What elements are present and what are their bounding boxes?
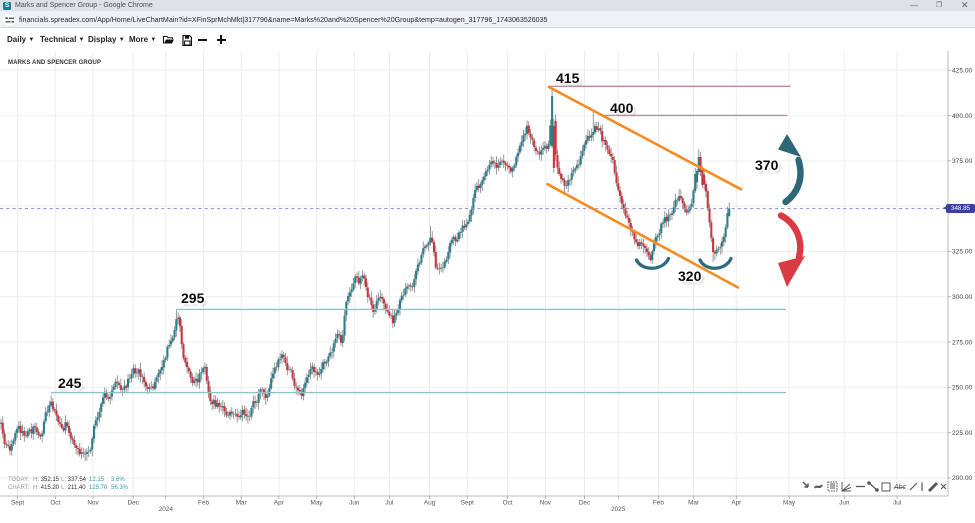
svg-text:2025: 2025 (611, 506, 626, 513)
svg-text:Sept: Sept (11, 500, 24, 507)
svg-text:Sept: Sept (461, 500, 474, 507)
svg-text:Mar: Mar (688, 500, 700, 507)
svg-text:400.00: 400.00 (952, 113, 973, 120)
svg-text:300.00: 300.00 (952, 294, 973, 301)
svg-text:225.00: 225.00 (952, 430, 973, 437)
svg-text:Jun: Jun (839, 500, 850, 507)
svg-text:Feb: Feb (198, 500, 209, 507)
svg-text:Jun: Jun (349, 500, 360, 507)
svg-text:Jul: Jul (893, 500, 901, 507)
svg-text:375.00: 375.00 (952, 158, 973, 165)
svg-text:Dec: Dec (579, 500, 591, 507)
svg-text:Apr: Apr (731, 500, 742, 507)
svg-text:2024: 2024 (159, 506, 174, 513)
svg-text:Feb: Feb (653, 500, 664, 507)
svg-text:325.00: 325.00 (952, 249, 973, 256)
svg-text:May: May (783, 500, 796, 507)
svg-text:Nov: Nov (87, 500, 99, 507)
svg-text:425.00: 425.00 (952, 68, 973, 75)
svg-text:Mar: Mar (236, 500, 248, 507)
svg-text:Aug: Aug (424, 500, 436, 507)
svg-text:275.00: 275.00 (952, 339, 973, 346)
svg-text:250.00: 250.00 (952, 385, 973, 392)
svg-text:Dec: Dec (128, 500, 140, 507)
svg-text:Jul: Jul (385, 500, 393, 507)
svg-text:Apr: Apr (274, 500, 285, 507)
svg-text:200.00: 200.00 (952, 475, 973, 482)
svg-text:Oct: Oct (50, 500, 60, 507)
svg-text:May: May (311, 500, 324, 507)
svg-text:Oct: Oct (503, 500, 513, 507)
svg-text:Nov: Nov (540, 500, 552, 507)
